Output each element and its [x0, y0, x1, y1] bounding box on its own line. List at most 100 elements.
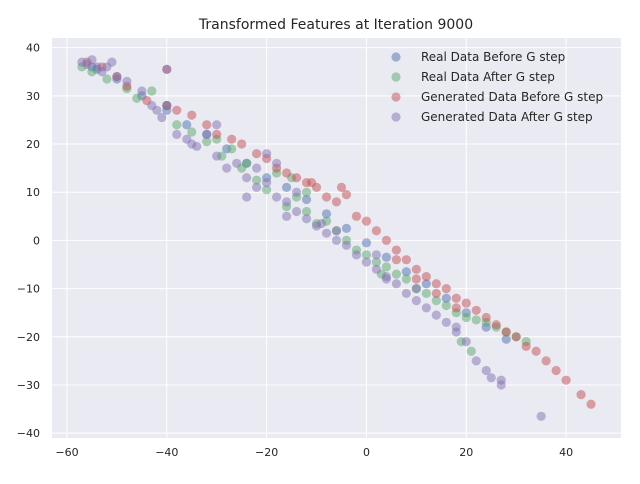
- data-point: [491, 320, 501, 330]
- data-point: [272, 158, 282, 168]
- data-point: [401, 255, 411, 265]
- y-tick-label: −30: [17, 379, 40, 392]
- legend-label: Generated Data Before G step: [421, 90, 603, 104]
- data-point: [461, 337, 471, 347]
- data-point: [301, 206, 312, 217]
- data-point: [411, 264, 421, 274]
- series-3-points: [77, 55, 546, 421]
- data-point: [87, 55, 97, 65]
- data-point: [501, 334, 511, 344]
- data-point: [281, 197, 292, 207]
- data-point: [401, 288, 411, 299]
- data-point: [361, 257, 372, 267]
- data-point: [272, 192, 282, 202]
- data-point: [162, 64, 172, 74]
- x-tick-label: −60: [55, 446, 78, 459]
- data-point: [351, 211, 362, 221]
- data-point: [341, 223, 352, 233]
- data-point: [441, 300, 451, 311]
- data-point: [202, 120, 212, 130]
- legend-marker: [391, 112, 401, 122]
- data-point: [291, 173, 302, 183]
- data-point: [291, 206, 302, 217]
- data-point: [281, 182, 292, 192]
- data-point: [441, 317, 451, 327]
- data-point: [391, 255, 401, 265]
- x-tick-label: −40: [155, 446, 178, 459]
- data-point: [361, 250, 372, 260]
- data-point: [202, 129, 212, 139]
- data-point: [301, 194, 312, 205]
- data-point: [461, 298, 471, 308]
- data-point: [441, 284, 451, 294]
- data-point: [536, 411, 546, 421]
- data-point: [391, 245, 401, 255]
- data-point: [252, 149, 262, 159]
- x-tick-label: 40: [559, 446, 573, 459]
- data-point: [182, 120, 192, 130]
- data-point: [576, 390, 586, 400]
- data-point: [371, 250, 382, 260]
- y-tick-label: 30: [26, 90, 40, 103]
- data-point: [586, 399, 596, 409]
- data-point: [187, 139, 197, 149]
- data-point: [496, 375, 506, 385]
- data-point: [321, 209, 332, 219]
- data-point: [232, 158, 242, 168]
- data-point: [102, 74, 112, 84]
- data-point: [202, 137, 212, 147]
- data-point: [511, 332, 521, 342]
- data-point: [541, 356, 551, 366]
- data-point: [137, 86, 147, 96]
- data-point: [306, 177, 317, 188]
- data-point: [301, 214, 312, 224]
- data-point: [471, 315, 481, 325]
- y-tick-labels: −40 −30 −20 −10 0 10 20 30 40: [17, 42, 40, 441]
- data-point: [227, 144, 237, 154]
- legend-marker: [391, 52, 401, 62]
- data-point: [431, 310, 441, 320]
- data-point: [481, 312, 491, 323]
- data-point: [381, 252, 392, 262]
- data-point: [471, 305, 481, 315]
- legend-marker: [391, 72, 401, 82]
- data-point: [242, 192, 252, 202]
- data-point: [391, 269, 401, 279]
- y-tick-label: 20: [26, 138, 40, 151]
- x-tick-label: 20: [459, 446, 473, 459]
- x-tick-label: 0: [363, 446, 370, 459]
- data-point: [301, 187, 312, 197]
- data-point: [336, 182, 347, 192]
- data-point: [212, 120, 222, 130]
- data-point: [371, 257, 382, 267]
- data-point: [401, 267, 411, 277]
- legend-label: Real Data After G step: [421, 70, 555, 84]
- data-point: [381, 274, 392, 284]
- data-points: [77, 55, 596, 421]
- data-point: [291, 187, 302, 197]
- data-point: [431, 279, 441, 289]
- data-point: [147, 86, 157, 96]
- data-point: [361, 216, 372, 226]
- data-point: [321, 228, 332, 238]
- data-point: [471, 356, 481, 366]
- data-point: [187, 110, 197, 120]
- data-point: [401, 274, 411, 284]
- data-point: [431, 296, 441, 306]
- data-point: [132, 93, 142, 103]
- chart-title: Transformed Features at Iteration 9000: [198, 17, 473, 33]
- data-point: [222, 163, 232, 173]
- y-tick-label: −20: [17, 331, 40, 344]
- y-tick-label: 40: [26, 42, 40, 55]
- data-point: [172, 105, 182, 115]
- legend: Real Data Before G step Real Data After G…: [391, 50, 603, 124]
- data-point: [172, 129, 182, 139]
- data-point: [486, 373, 496, 383]
- data-point: [281, 211, 292, 221]
- data-point: [262, 185, 272, 195]
- data-point: [316, 218, 327, 229]
- data-point: [531, 346, 541, 356]
- data-point: [421, 303, 431, 313]
